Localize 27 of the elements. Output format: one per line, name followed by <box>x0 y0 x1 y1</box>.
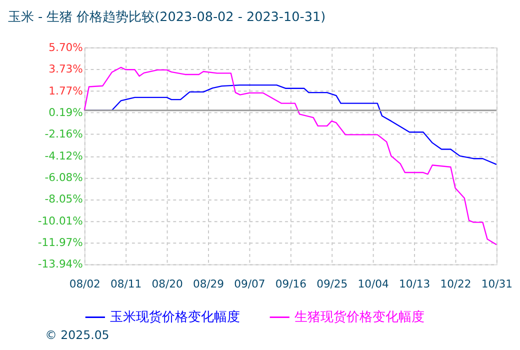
y-tick-label: -11.97% <box>38 236 83 249</box>
legend-label: 生猪现货价格变化幅度 <box>294 309 424 326</box>
y-tick-label: 3.73% <box>48 62 83 76</box>
line-series <box>84 66 498 246</box>
y-tick-label: -13.94% <box>38 258 83 271</box>
y-tick-label: 0.19% <box>48 106 83 119</box>
text: © 2025.05 <box>45 328 110 342</box>
legend-label: 玉米现货价格变化幅度 <box>110 309 240 326</box>
y-tick-label: -4.12% <box>44 149 83 162</box>
y-tick-label: 5.70% <box>48 40 83 54</box>
y-tick-label: -2.16% <box>44 128 83 141</box>
x-tick-label: 08/02 <box>69 277 100 290</box>
x-tick-label: 09/16 <box>275 277 307 290</box>
x-tick-label: 10/04 <box>358 277 389 290</box>
x-tick-label: 09/25 <box>316 277 348 290</box>
y-tick-label: -10.01% <box>38 214 83 228</box>
x-tick-label: 08/20 <box>152 277 183 290</box>
y-tick-label: 1.77% <box>48 84 83 98</box>
x-tick-label: 10/13 <box>398 277 430 290</box>
y-tick-label: -6.08% <box>44 170 83 184</box>
x-tick-label: 10/31 <box>481 277 512 290</box>
x-tick-label: 09/07 <box>234 277 266 290</box>
x-tick-label: 08/29 <box>192 277 224 290</box>
chart-title: 玉米 - 生猪 价格趋势比较(2023-08-02 - 2023-10-31) <box>8 10 326 25</box>
y-tick-label: -8.05% <box>44 192 83 206</box>
x-tick-label: 10/22 <box>440 277 472 290</box>
x-tick-label: 08/11 <box>110 277 142 290</box>
